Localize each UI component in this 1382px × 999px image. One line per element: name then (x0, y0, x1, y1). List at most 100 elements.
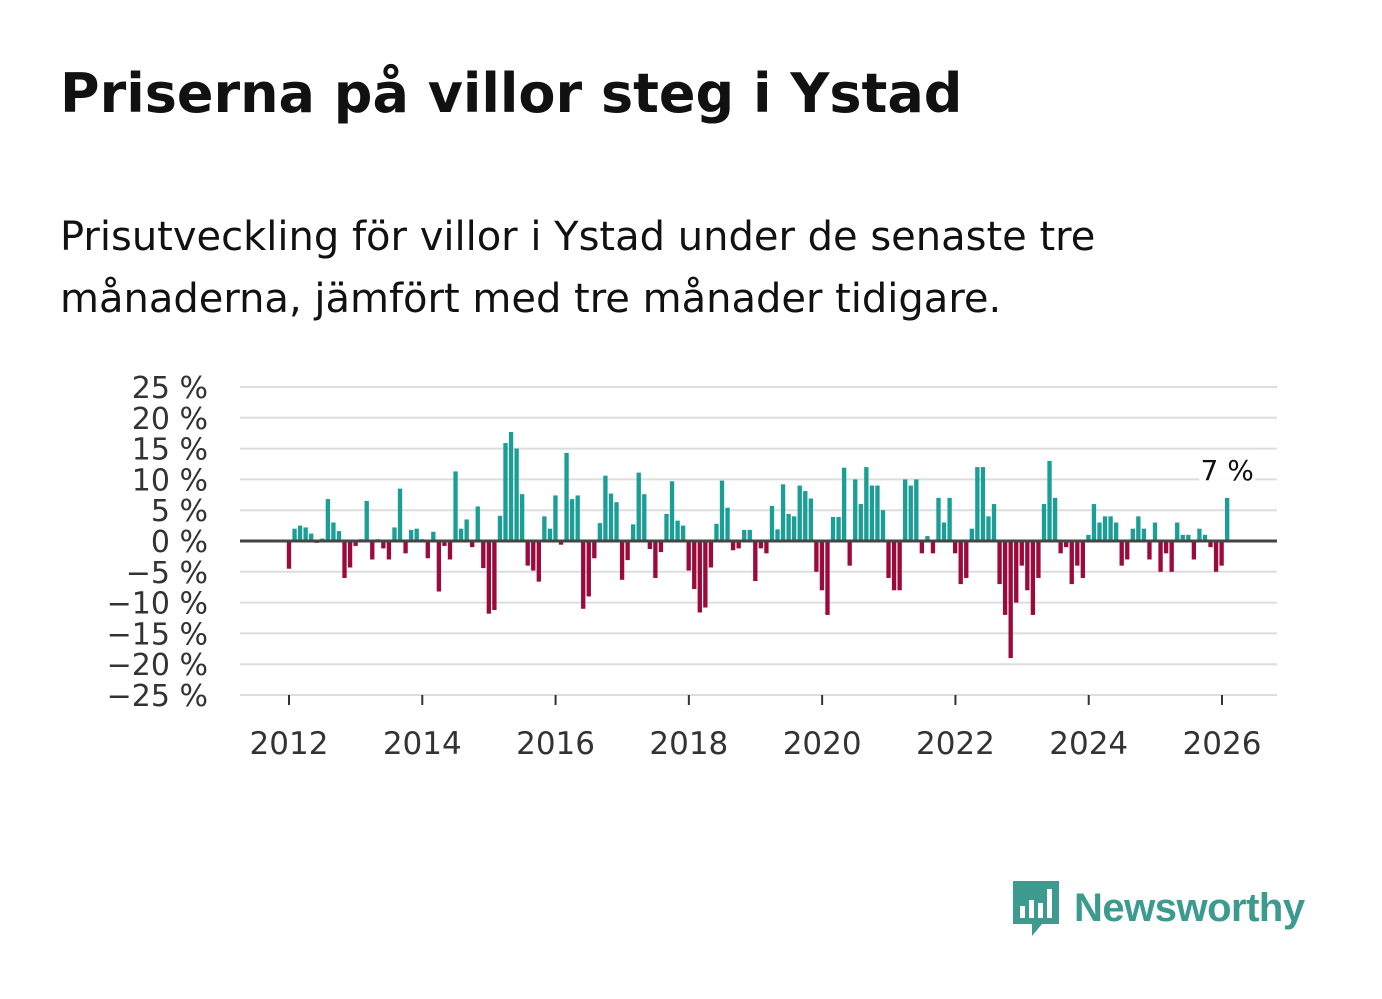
bar (1186, 534, 1191, 541)
bar (997, 541, 1002, 585)
bar (1036, 541, 1041, 578)
bar (447, 541, 453, 560)
bar (780, 484, 786, 541)
bar (1091, 504, 1097, 541)
bar (858, 504, 863, 541)
bar (531, 541, 536, 571)
bar (853, 479, 858, 541)
bar (453, 471, 458, 541)
bar (547, 528, 553, 541)
annotation-label: 7 % (1201, 454, 1254, 487)
bar (1208, 541, 1213, 548)
bar (680, 525, 686, 541)
bar (542, 516, 547, 541)
bar (425, 541, 430, 559)
bar (286, 541, 292, 569)
bar (1108, 516, 1113, 541)
x-tick-label: 2022 (916, 726, 995, 762)
bar (891, 541, 897, 591)
x-tick-label: 2018 (649, 726, 728, 762)
bar (297, 525, 303, 541)
bar (719, 480, 725, 541)
bar (403, 541, 408, 554)
y-axis-tick-labels: 25 %20 %15 %10 %5 %0 %−5 %−10 %−15 %−20 … (107, 371, 208, 714)
bar (597, 523, 603, 541)
bar (464, 519, 469, 541)
bar (730, 541, 736, 551)
bar (841, 467, 847, 541)
bar (1147, 541, 1152, 560)
bar (386, 541, 392, 560)
bar (586, 541, 591, 597)
bar (908, 485, 913, 541)
bar (747, 529, 752, 541)
bar (708, 541, 714, 568)
y-tick-label: 25 % (132, 371, 208, 406)
bar (1180, 534, 1185, 541)
bar (581, 541, 586, 609)
bar (958, 541, 963, 585)
bar (525, 541, 530, 566)
bar (564, 452, 569, 541)
bar (703, 541, 708, 608)
bar (519, 494, 525, 541)
bar (1125, 541, 1130, 560)
bar (914, 479, 919, 541)
bar (742, 529, 747, 541)
bar (442, 541, 447, 546)
y-tick-label: 20 % (132, 402, 208, 437)
bar-chart-speech-bubble-icon (1013, 881, 1059, 936)
bar (575, 495, 580, 541)
bar (897, 541, 902, 591)
bar (458, 528, 464, 541)
bar (875, 485, 880, 541)
bar (603, 475, 608, 541)
chart-subtitle: Prisutveckling för villor i Ystad under … (60, 214, 1096, 322)
bar (1152, 522, 1158, 541)
last-value-annotation: 7 % (1199, 449, 1256, 487)
bar (753, 541, 758, 582)
bar (1213, 541, 1219, 572)
bar (936, 497, 941, 541)
bar (1069, 541, 1074, 585)
bar (631, 524, 636, 541)
bar (364, 500, 369, 541)
bar (508, 431, 514, 541)
bar (919, 541, 925, 554)
bar (1136, 516, 1141, 541)
y-tick-label: 10 % (132, 463, 208, 498)
bar (1014, 541, 1019, 603)
x-tick-label: 2024 (1049, 726, 1128, 762)
bar (986, 516, 991, 541)
bar (725, 507, 730, 541)
bar (336, 531, 342, 541)
bar (1086, 534, 1091, 541)
bar (658, 541, 664, 553)
bar (431, 531, 436, 541)
bar (492, 541, 497, 610)
bar (592, 541, 597, 559)
bar (608, 493, 614, 541)
bar (642, 494, 647, 541)
bar (830, 516, 836, 541)
bar (1197, 528, 1202, 541)
bar (903, 479, 908, 541)
bar (991, 504, 997, 541)
bar (1113, 522, 1119, 541)
bar (392, 527, 397, 541)
bar (941, 522, 947, 541)
bar (930, 541, 936, 554)
bar (475, 506, 480, 541)
bar (353, 541, 358, 546)
bar (536, 541, 541, 582)
bar (764, 541, 769, 554)
bar (436, 541, 442, 592)
y-tick-label: −5 % (126, 556, 208, 591)
bar (1158, 541, 1163, 572)
bar (803, 491, 808, 541)
bar (964, 541, 969, 578)
bar (686, 541, 691, 571)
y-tick-label: −25 % (107, 679, 208, 714)
bar (947, 497, 952, 541)
